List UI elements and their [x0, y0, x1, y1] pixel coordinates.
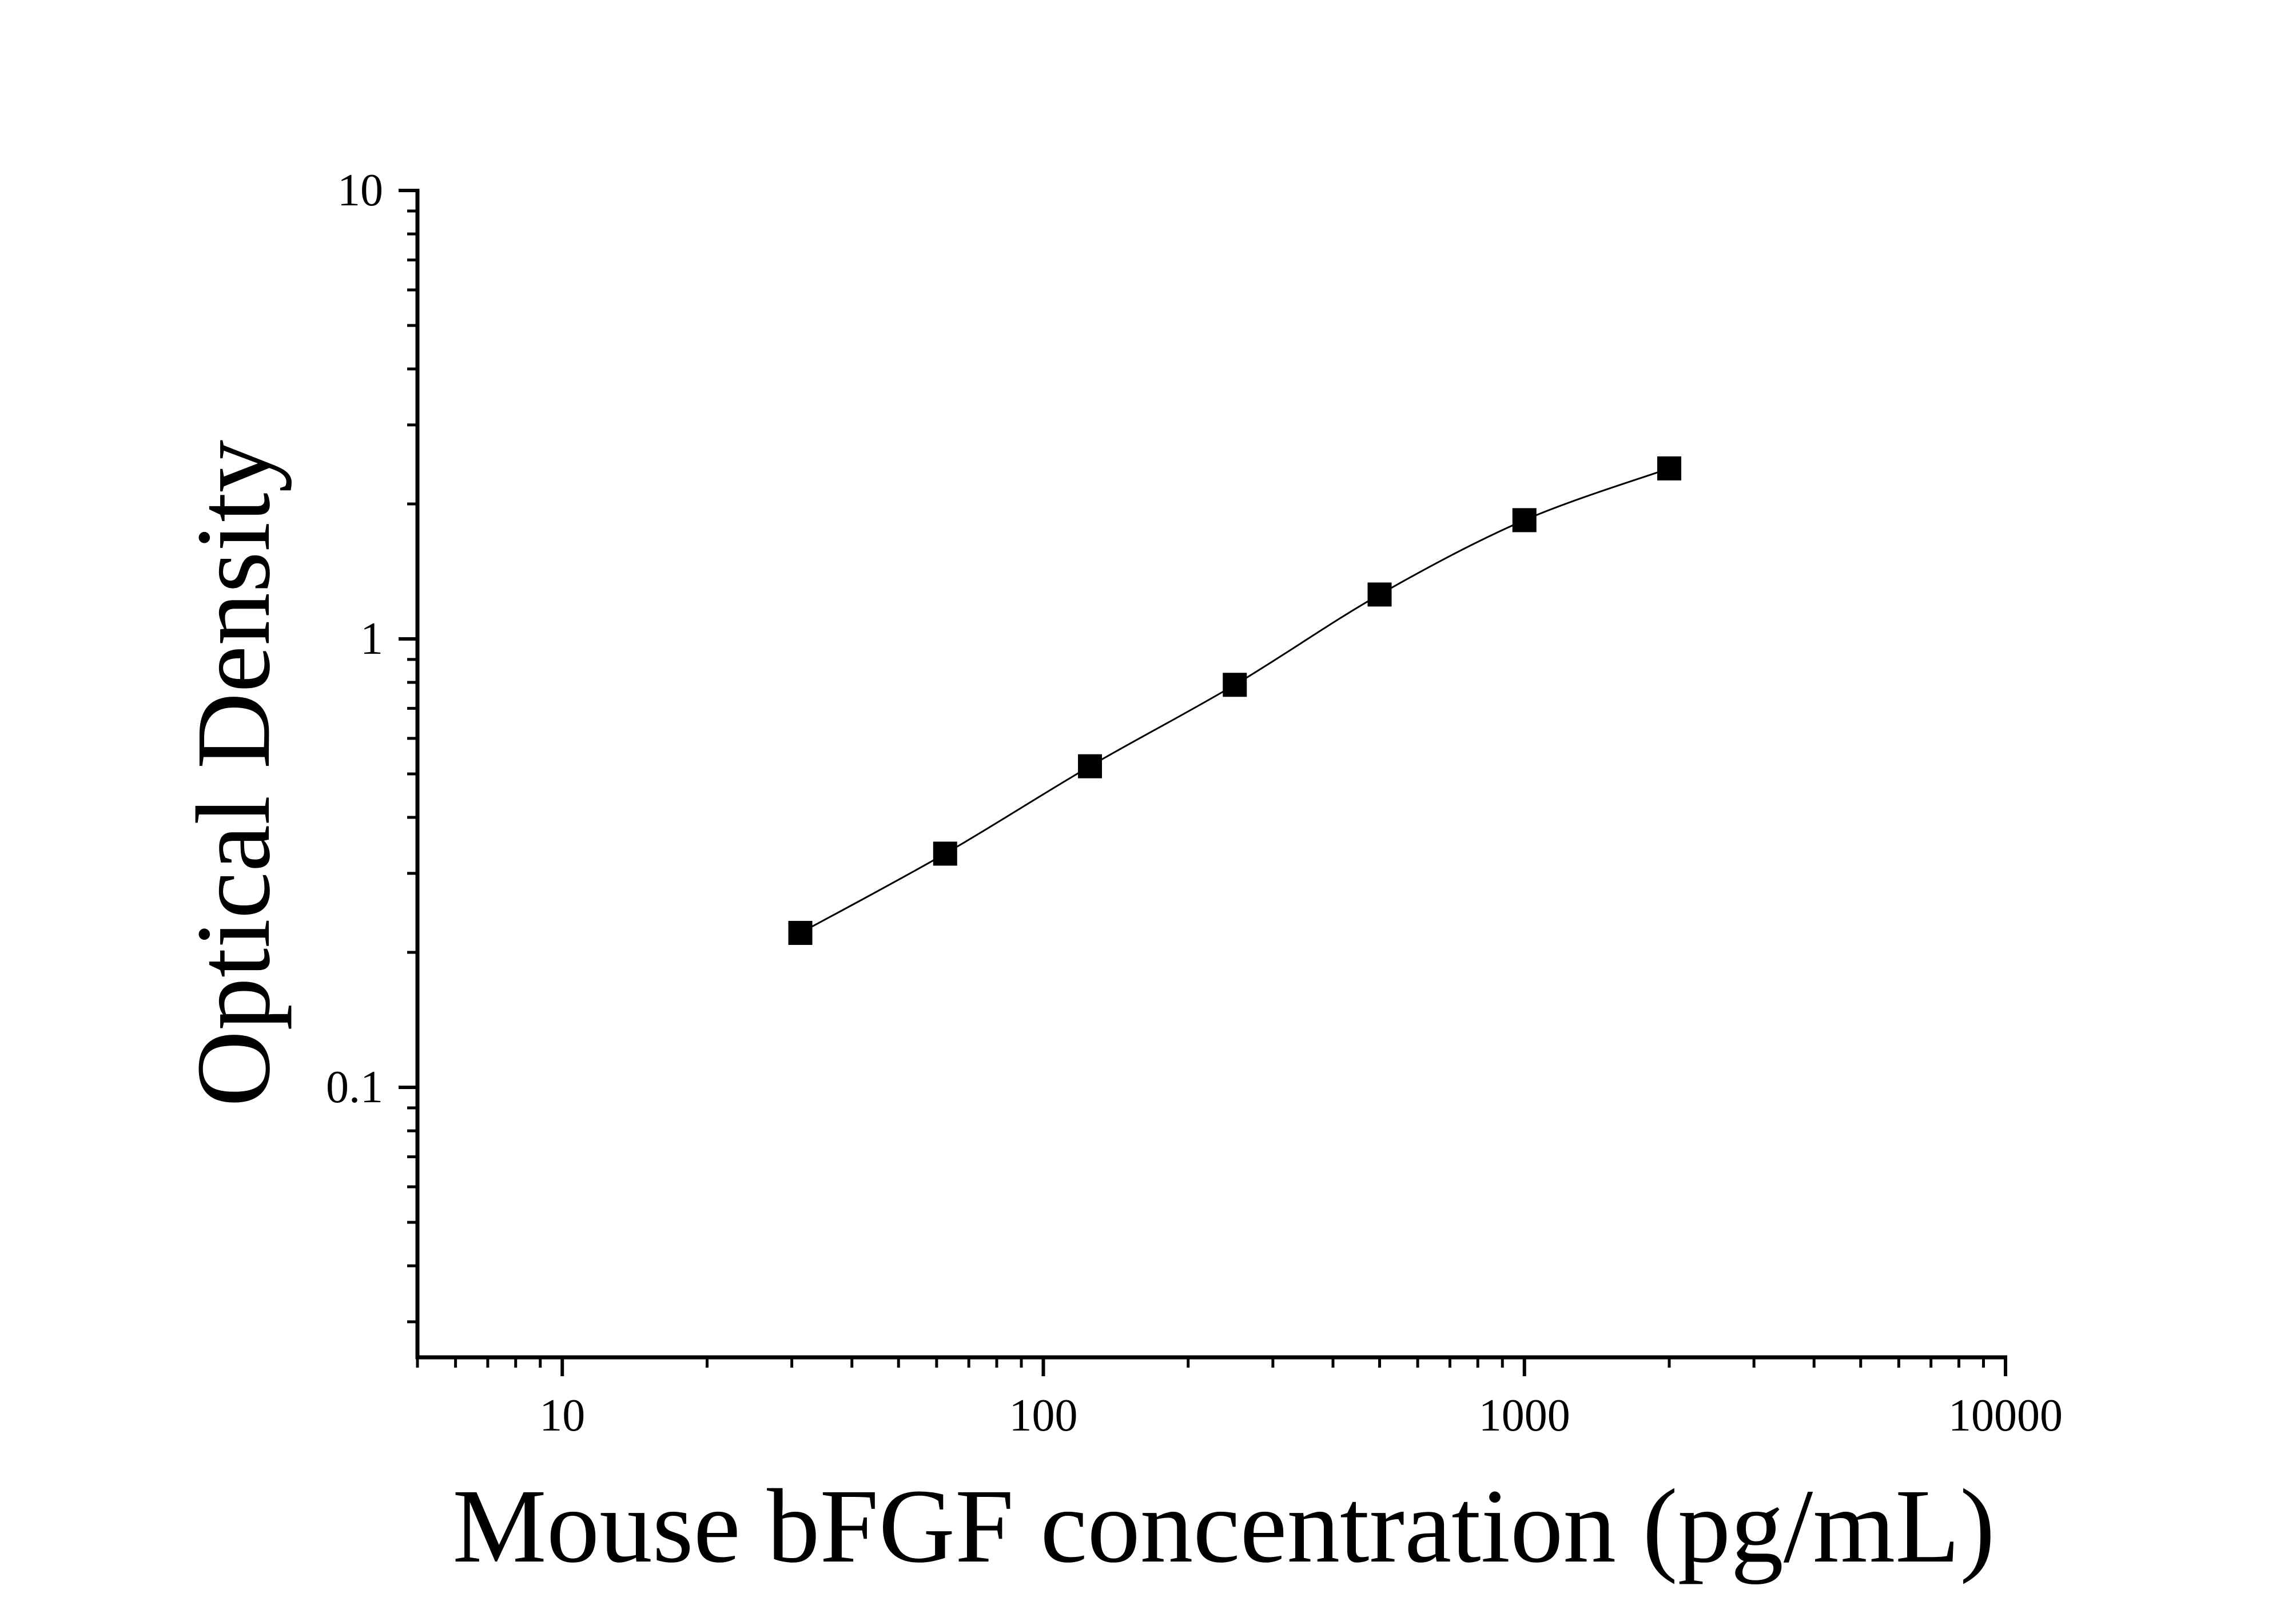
x-axis-title: Mouse bFGF concentration (pg/mL) [452, 1468, 1995, 1585]
data-point [1223, 673, 1247, 697]
data-point [933, 841, 957, 866]
data-point [1657, 456, 1681, 480]
x-tick-label: 10000 [1948, 1391, 2063, 1441]
y-axis-title: Optical Density [175, 440, 292, 1107]
y-tick-label: 10 [337, 165, 383, 216]
x-tick-label: 1000 [1479, 1391, 1570, 1441]
fit-curve [799, 467, 1670, 934]
y-tick-label: 0.1 [326, 1062, 383, 1113]
data-point [1078, 754, 1103, 778]
data-point [788, 920, 813, 945]
y-tick-label: 1 [360, 614, 383, 664]
data-point [1367, 582, 1392, 607]
x-tick-label: 10 [539, 1391, 585, 1441]
x-tick-label: 100 [1009, 1391, 1077, 1441]
data-point [1512, 508, 1537, 533]
